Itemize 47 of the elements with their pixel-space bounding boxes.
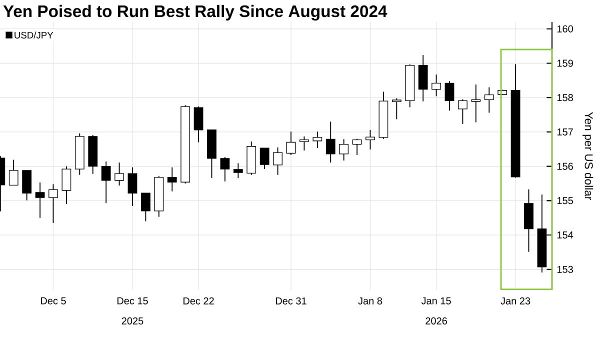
chart-title: Yen Poised to Run Best Rally Since August 2024 — [3, 4, 388, 21]
y-tick-label: 160 — [557, 25, 573, 32]
x-tick-label: Dec 22 — [184, 297, 214, 304]
x-tick-label: Jan 23 — [500, 297, 530, 304]
candlestick — [101, 161, 111, 204]
x-tick-label: Jan 8 — [358, 297, 382, 304]
x-tick-label: Dec 5 — [40, 297, 66, 304]
candlestick — [220, 156, 230, 182]
x-tick-label: Jan 15 — [421, 297, 451, 304]
y-tick-label: 154 — [557, 232, 574, 239]
candlestick — [300, 136, 309, 151]
candlestick — [286, 131, 296, 156]
y-axis-title: Yen per US dollar — [582, 112, 594, 200]
candlestick — [484, 86, 494, 114]
candlestick — [273, 146, 282, 176]
x-tick-label: Dec 15 — [117, 297, 148, 304]
candlestick — [458, 98, 468, 125]
x-tick-label: Dec 31 — [276, 297, 306, 304]
candlestick — [339, 138, 349, 161]
candlestick — [260, 148, 270, 170]
y-tick-label: 155 — [557, 197, 573, 204]
candlestick — [326, 121, 336, 163]
candlestick — [312, 131, 322, 149]
candlestick — [8, 159, 18, 186]
candlestick — [114, 162, 124, 186]
y-tick-label: 156 — [557, 162, 573, 170]
y-tick-label: 157 — [557, 128, 573, 136]
candlestick — [392, 98, 402, 120]
candlestick — [432, 74, 441, 97]
candlestick — [128, 166, 138, 206]
text: 2026 — [426, 317, 447, 324]
candlestick — [167, 166, 177, 192]
candlestick — [48, 184, 58, 224]
candlestick — [194, 106, 204, 143]
candlestick — [62, 166, 72, 205]
legend-label: USD/JPY — [14, 32, 54, 38]
y-tick-label: 159 — [557, 60, 573, 67]
candlestick — [366, 129, 375, 150]
candlestick — [233, 162, 243, 178]
candlestick — [352, 138, 362, 156]
candlestick — [444, 80, 454, 112]
candlestick — [141, 192, 150, 222]
text: 2025 — [122, 317, 144, 324]
candlestick — [35, 182, 45, 218]
y-tick-label: 153 — [557, 266, 573, 273]
candlestick — [22, 170, 32, 201]
y-tick-label: 158 — [557, 94, 573, 102]
